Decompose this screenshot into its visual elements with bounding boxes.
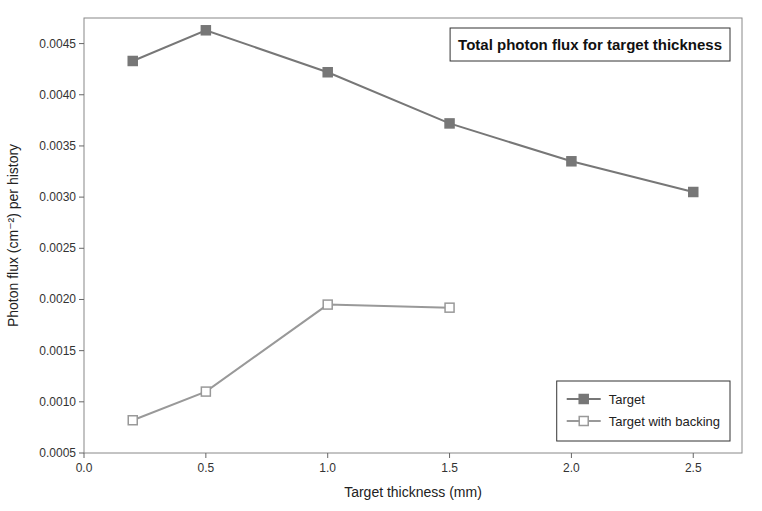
point [689,188,698,197]
point [567,157,576,166]
y-tick [79,197,84,198]
title-group: Total photon flux for target thickness [450,28,730,61]
y-tick [79,43,84,44]
title: Total photon flux for target thickness [458,36,722,53]
series-line [133,305,450,421]
y-tick [79,350,84,351]
y-tick-label: 0.0010 [39,395,76,409]
y-tick-label: 0.0025 [39,241,76,255]
y-tick-label: 0.0035 [39,139,76,153]
y-tick-label: 0.0005 [39,446,76,460]
x-tick [693,453,694,458]
legend-label: Target [609,392,646,407]
point [128,416,137,425]
y-tick [79,94,84,95]
x-tick-label: 2.5 [685,461,702,475]
y-tick-label: 0.0015 [39,344,76,358]
y-tick-label: 0.0020 [39,292,76,306]
x-tick [84,453,85,458]
legend-box [557,381,730,441]
legend-swatch-marker [579,417,588,426]
y-tick [79,145,84,146]
x-tick-label: 1.5 [441,461,458,475]
y-tick [79,299,84,300]
plot-area [128,26,698,425]
y-tick-label: 0.0045 [39,37,76,51]
chart: 0.0 0.5 1.0 1.5 2.0 2.5 0.0005 0.0010 0.0015 0.00… [0,0,762,511]
x-tick-label: 2.0 [563,461,580,475]
point [445,303,454,312]
y-tick [79,248,84,249]
y-axis-label: Photon flux (cm⁻²) per history [5,144,21,327]
y-tick-label: 0.0030 [39,190,76,204]
point [128,56,137,65]
title-box [450,28,730,61]
legend-label: Target with backing [609,414,720,429]
plot-frame [84,18,742,453]
x-tick-label: 0.0 [76,461,93,475]
x-tick-label: 1.0 [319,461,336,475]
y-tick [79,401,84,402]
x-axis-label: Target thickness (mm) [344,484,482,500]
x-tick [449,453,450,458]
point [201,387,210,396]
point [445,119,454,128]
background [0,0,762,511]
point [323,300,332,309]
x-tick [205,453,206,458]
point [323,68,332,77]
legend-swatch-marker [579,395,588,404]
y-tick-label: 0.0040 [39,88,76,102]
point [201,26,210,35]
y-tick [79,453,84,454]
legend: Target Target with backing [557,381,730,441]
x-tick-label: 0.5 [198,461,215,475]
x-tick [327,453,328,458]
x-tick [571,453,572,458]
